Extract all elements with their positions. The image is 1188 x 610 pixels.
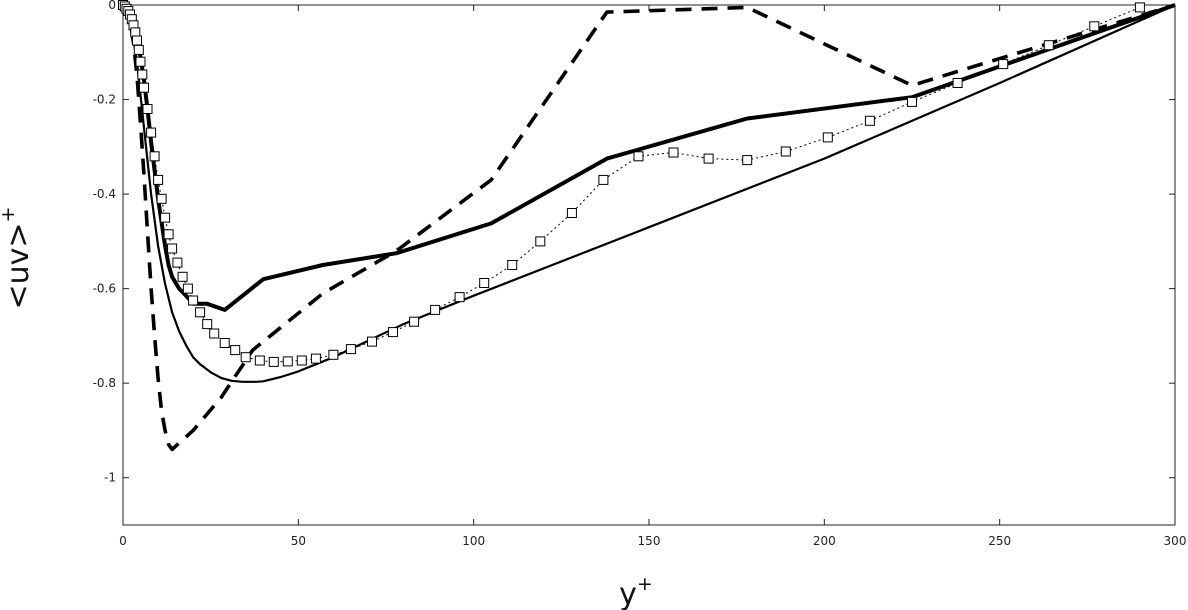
series-marker [409,316,420,327]
series-marker [230,345,241,356]
series-marker [172,257,183,268]
series-marker [268,356,279,367]
series-marker [188,295,199,306]
series-marker [219,338,230,348]
x-tick-label: 250 [988,534,1011,548]
series-marker [163,229,174,240]
series-marker [182,283,193,294]
series-layer [118,0,1176,452]
series-marker [479,278,490,288]
x-tick-label: 300 [1164,534,1187,548]
series-marker [703,153,714,164]
series-marker [310,353,321,364]
series-marker [598,174,609,185]
series-marker [507,260,518,270]
series-marker [633,151,644,162]
x-ticks: 0 50 100 150 200 250 300 [119,5,1186,548]
series-marker [668,147,679,158]
series-marker [998,59,1009,70]
series-marker [195,307,206,318]
series-marker [202,319,213,330]
series-marker [952,78,963,88]
y-tick-label: 0 [108,0,116,12]
series-marker [282,356,293,367]
y-tick-label: -0.6 [93,282,116,296]
series-marker [742,155,753,166]
series-marker [160,212,171,223]
series-marker [1134,2,1145,13]
series-marker [167,243,178,254]
series-marker [328,349,339,360]
series-marker [146,127,157,138]
series-marker [133,44,144,55]
x-axis-label: y+ [619,573,653,610]
series-marker [780,146,791,157]
y-ticks: 0 -0.2 -0.4 -0.6 -0.8 -1 [93,0,1175,485]
y-tick-label: -0.4 [93,187,116,201]
series-marker [388,327,398,338]
series-marker [177,271,188,282]
series-marker [907,96,917,107]
series-marker [1089,21,1100,32]
series-marker [864,115,875,126]
plot-area [122,4,1176,526]
y-tick-label: -0.2 [93,93,116,107]
series-marker [367,336,377,347]
series-marker [254,355,265,366]
series-marker [1043,40,1054,51]
series-marker [822,132,833,143]
series-marker [156,193,167,204]
series-marker [135,56,146,67]
series-marker [139,82,149,93]
series-line-dashed [121,3,1176,452]
series-marker [296,355,307,366]
series-marker [137,69,148,80]
y-tick-label: -1 [104,471,116,485]
series-marker [153,174,164,185]
series-marker [430,304,441,315]
series-marker [240,352,251,363]
x-tick-label: 150 [638,534,661,548]
series-marker [142,104,153,114]
series-marker [132,35,142,46]
series-marker [149,151,160,162]
series-marker [566,208,577,218]
series-marker [454,292,465,303]
series-marker [535,236,546,247]
x-tick-label: 100 [462,534,485,548]
x-tick-label: 0 [119,534,127,548]
series-marker [209,328,220,339]
y-axis-label: <uv>+ [0,207,36,310]
y-tick-label: -0.8 [93,376,116,390]
x-tick-label: 50 [291,534,306,548]
series-marker [345,344,356,355]
x-tick-label: 200 [813,534,836,548]
